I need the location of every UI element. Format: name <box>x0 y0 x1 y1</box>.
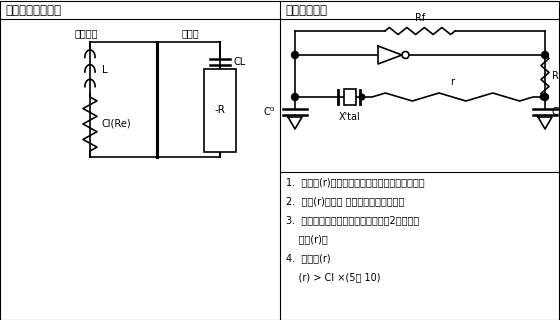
Text: 1.  将电阻(r)跟晶体单元按串联方式连接到电路。: 1. 将电阻(r)跟晶体单元按串联方式连接到电路。 <box>286 177 424 187</box>
Circle shape <box>542 93 548 100</box>
Text: X'tal: X'tal <box>339 112 361 122</box>
Text: Cᴳ: Cᴳ <box>264 107 275 117</box>
Text: 3.  当振荡刚启动（或停止）时，如（2）所述，: 3. 当振荡刚启动（或停止）时，如（2）所述， <box>286 215 419 225</box>
Text: Rf: Rf <box>415 13 425 23</box>
Text: Cl(Re): Cl(Re) <box>102 119 132 129</box>
Bar <box>344 89 356 105</box>
Text: Rᴅ: Rᴅ <box>552 71 560 81</box>
Polygon shape <box>288 117 302 129</box>
Text: (r) > CI ×(5至 10): (r) > CI ×(5至 10) <box>286 272 380 282</box>
Text: 振荡器: 振荡器 <box>182 28 199 38</box>
Text: 负极电阻检查: 负极电阻检查 <box>285 4 327 17</box>
Text: 测量(r)。: 测量(r)。 <box>286 234 328 244</box>
Circle shape <box>402 52 409 59</box>
Polygon shape <box>538 117 552 129</box>
Circle shape <box>292 93 298 100</box>
Circle shape <box>542 52 548 59</box>
Text: 4.  推荐的(r): 4. 推荐的(r) <box>286 253 330 263</box>
Text: 晶体单元: 晶体单元 <box>75 28 99 38</box>
Circle shape <box>540 94 546 100</box>
Text: CL: CL <box>233 57 245 67</box>
Text: 晶体单元和振荡器: 晶体单元和振荡器 <box>5 4 61 17</box>
Circle shape <box>359 94 365 100</box>
Circle shape <box>292 52 298 59</box>
Text: 2.  调整(r)，使得 振荡发生（或停止）。: 2. 调整(r)，使得 振荡发生（或停止）。 <box>286 196 404 206</box>
Text: L: L <box>102 65 108 75</box>
Polygon shape <box>378 46 402 64</box>
Text: r: r <box>450 77 455 87</box>
Text: Cᴰ: Cᴰ <box>552 107 560 117</box>
Bar <box>204 68 236 152</box>
Text: -R: -R <box>214 105 226 115</box>
